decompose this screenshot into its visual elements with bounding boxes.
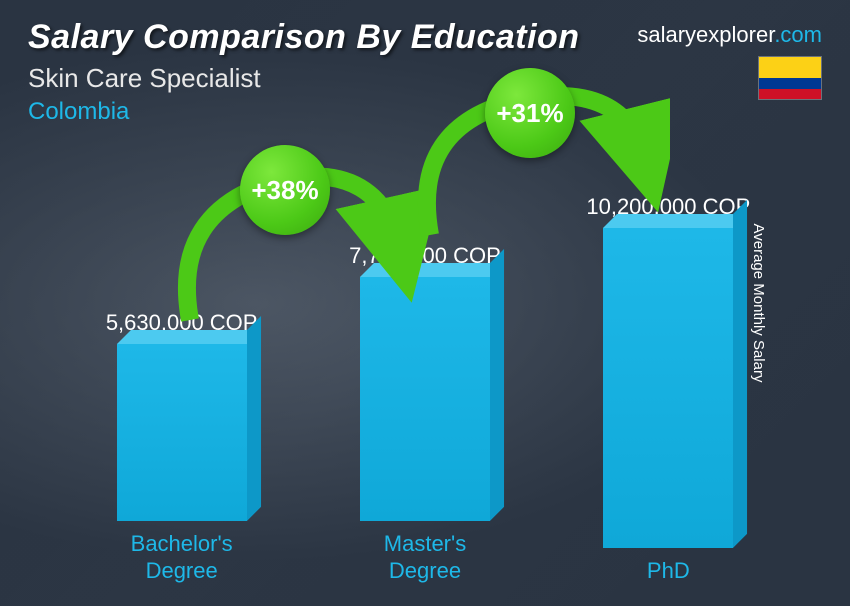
pct-badge: +38% [240, 145, 330, 235]
brand-prefix: salaryexplorer [637, 22, 774, 47]
pct-label: +38% [251, 175, 318, 206]
bar-category-label: PhD [647, 558, 690, 584]
bar-category-label: Master'sDegree [384, 531, 466, 584]
pct-label: +31% [496, 98, 563, 129]
page-title: Salary Comparison By Education [28, 18, 580, 57]
bar [117, 344, 247, 521]
country-flag-icon [758, 56, 822, 100]
bar-group: 5,630,000 COPBachelor'sDegree [82, 310, 282, 584]
bar-category-label: Bachelor'sDegree [131, 531, 233, 584]
brand-suffix: .com [774, 22, 822, 47]
brand-logo: salaryexplorer.com [637, 22, 822, 48]
bar [603, 228, 733, 548]
pct-badge: +31% [485, 68, 575, 158]
